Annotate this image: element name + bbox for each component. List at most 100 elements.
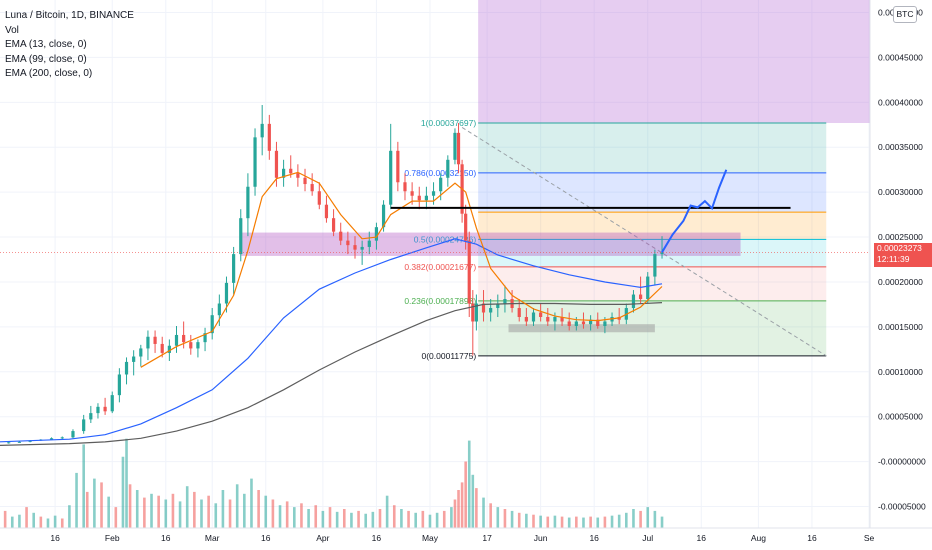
price-tick-label: -0.00000000 [878, 457, 926, 467]
legend-vol[interactable]: Vol [5, 24, 19, 36]
volume-bar [285, 501, 289, 528]
candle-body [403, 182, 407, 192]
candle-body [574, 321, 578, 326]
volume-bar [385, 495, 389, 528]
candle-body [232, 254, 236, 283]
volume-bar [46, 518, 50, 528]
ema-99-line [0, 238, 663, 443]
volume-bar [121, 456, 125, 528]
volume-bar [135, 490, 139, 528]
volume-bar [660, 516, 664, 528]
volume-bar [171, 493, 175, 528]
price-tick-label: -0.00005000 [878, 502, 926, 512]
fib-level-label: 1(0.00037697) [421, 118, 476, 128]
drawings[interactable] [0, 169, 870, 253]
candle-body [210, 315, 214, 334]
volume-bar [532, 514, 535, 528]
volume-bar [68, 505, 71, 528]
volume-bar [293, 507, 296, 528]
candle-body [224, 282, 229, 304]
candle-body [467, 240, 471, 304]
volume-bar [364, 513, 368, 528]
candle-body [464, 213, 468, 241]
legend-ema-200[interactable]: EMA (200, close, 0) [5, 68, 93, 79]
volume-bar [482, 497, 485, 528]
volume-bar [128, 484, 132, 528]
price-axis-bg [870, 0, 932, 550]
volume-bar [639, 510, 642, 528]
time-axis[interactable]: 16 Feb 16 Mar 16 Apr 16 May 17 Jun 16 Jul 16 Aug 16 Se [0, 527, 932, 543]
volume-bar [193, 491, 196, 528]
volume-bar [321, 510, 325, 528]
fib-level-label: 0.236(0.00017893) [404, 296, 476, 306]
volume-bar [157, 495, 160, 528]
volume-bar [371, 511, 375, 528]
volume-bar [632, 509, 635, 528]
candle-body [496, 303, 500, 309]
symbol-title[interactable]: Luna / Bitcoin, 1D, BINANCE [5, 10, 134, 21]
candle-body [110, 395, 114, 412]
volume-bar [460, 482, 464, 528]
candle-body [367, 240, 371, 247]
volume-bar [257, 490, 260, 528]
volume-bar [214, 503, 218, 528]
volume-bars [3, 438, 664, 528]
candle-body [96, 406, 100, 414]
volume-bar [653, 510, 657, 528]
candle-body [153, 336, 157, 344]
candle-body [274, 150, 279, 178]
candle-body [71, 431, 75, 438]
candle-body [217, 303, 221, 316]
candle-body [653, 254, 657, 277]
volume-bar [178, 501, 182, 528]
time-tick-label: 16 [50, 533, 60, 543]
volume-bar [489, 503, 492, 528]
volume-bar [553, 515, 557, 528]
candle-body [539, 312, 543, 317]
fib-level-label: 0.5(0.00024736) [414, 234, 477, 244]
candle-body [374, 227, 379, 241]
projection-path [661, 169, 728, 253]
volume-bar [539, 515, 542, 528]
candle-body [239, 218, 243, 255]
volume-bar [453, 499, 457, 528]
candle-body [353, 245, 357, 250]
legend-ema-13[interactable]: EMA (13, close, 0) [5, 39, 87, 50]
volume-bar [475, 488, 478, 528]
candle-body [331, 218, 336, 232]
price-axis[interactable]: 0.000500000.000450000.000400000.00035000… [869, 0, 932, 550]
legend-ema-99[interactable]: EMA (99, close, 0) [5, 53, 87, 65]
candle-body [524, 316, 528, 322]
volume-bar [464, 461, 467, 528]
candle-body [282, 168, 286, 178]
volume-bar [335, 511, 339, 528]
candle-body [167, 345, 171, 353]
volume-bar [75, 472, 78, 528]
time-tick-label: 16 [372, 533, 382, 543]
volume-bar [596, 517, 600, 528]
currency-badge[interactable]: BTC [893, 6, 917, 23]
volume-bar [350, 512, 353, 528]
volume-bar [407, 510, 410, 528]
volume-bar [603, 516, 607, 528]
fib-band [478, 239, 827, 267]
volume-bar [400, 509, 403, 528]
time-tick-label: Jul [642, 533, 653, 543]
candle-body [346, 240, 350, 246]
time-tick-label: 16 [697, 533, 707, 543]
fib-extension-zone [478, 0, 870, 124]
candle-body [196, 342, 200, 349]
candle-body [82, 419, 86, 432]
chart-legend: Luna / Bitcoin, 1D, BINANCE Vol EMA (13,… [5, 9, 134, 82]
candle-body [182, 334, 186, 343]
volume-bar [125, 438, 128, 528]
volume-bar [25, 507, 28, 528]
candle-body [489, 308, 493, 313]
volume-bar [517, 512, 521, 528]
volume-bar [503, 509, 507, 528]
candle-body [439, 177, 443, 192]
candle-body [160, 343, 164, 353]
volume-bar [60, 518, 64, 528]
price-tick-label: 0.00015000 [878, 322, 923, 332]
